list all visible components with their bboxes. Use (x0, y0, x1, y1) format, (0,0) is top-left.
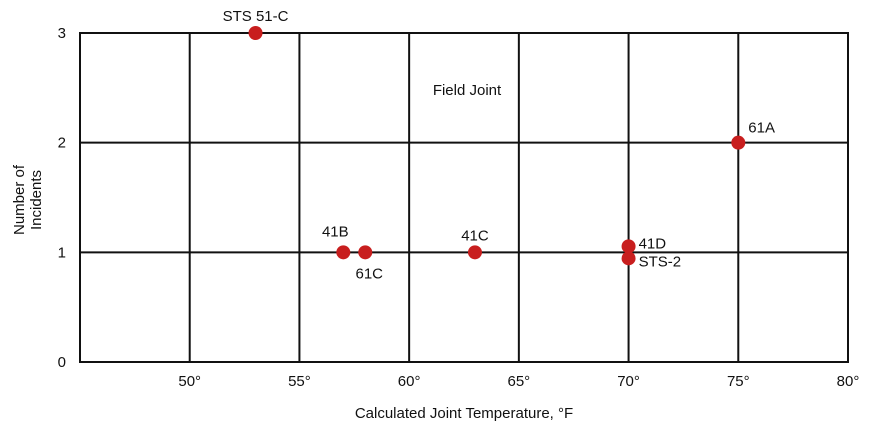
x-tick-label: 70° (617, 373, 640, 390)
y-tick-label: 2 (58, 135, 66, 152)
data-point (248, 26, 263, 40)
tick-labels: 50° 55° 60° 65° 70° 75° 80° 0 1 2 3 (58, 25, 860, 390)
point-label: 41B (322, 223, 349, 240)
data-point (731, 135, 746, 150)
y-tick-label: 0 (58, 354, 66, 371)
data-points (248, 26, 746, 266)
data-point (336, 245, 351, 260)
x-tick-label: 80° (837, 373, 860, 390)
x-tick-label: 75° (727, 373, 750, 390)
x-axis-title: Calculated Joint Temperature, °F (355, 405, 573, 422)
data-point (621, 251, 636, 266)
data-point (467, 245, 482, 260)
point-label: 61A (748, 120, 775, 137)
x-tick-label: 60° (398, 373, 421, 390)
point-label: 41C (461, 227, 489, 244)
y-axis-title-line-1: Number of (11, 164, 28, 235)
x-tick-label: 50° (178, 373, 201, 390)
x-tick-label: 55° (288, 373, 311, 390)
point-label: 41D (639, 235, 667, 252)
y-tick-label: 3 (58, 25, 66, 42)
y-axis-title-line-2: Incidents (28, 170, 45, 230)
grid (80, 33, 848, 362)
plot-frame (79, 32, 849, 363)
field-joint-annotation: Field Joint (433, 82, 502, 99)
point-label: STS 51-C (223, 8, 289, 25)
data-point (358, 245, 373, 260)
y-tick-label: 1 (58, 244, 66, 261)
x-tick-label: 65° (508, 373, 531, 390)
data-point (621, 239, 636, 254)
point-label: 61C (355, 265, 383, 282)
point-label: STS-2 (639, 253, 682, 270)
